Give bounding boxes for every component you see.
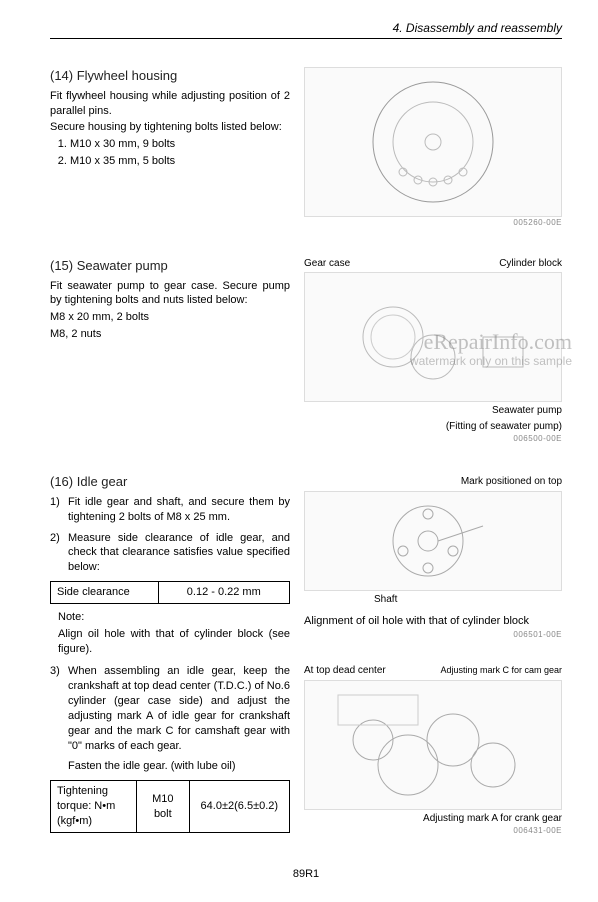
label-mark-c: Adjusting mark C for cam gear [440,664,562,678]
sec16-figure-top: Mark positioned on top Shaft Alignment o… [304,473,562,658]
note-head: Note: [58,610,290,625]
flywheel-housing-figure [304,67,562,217]
sec15-top-labels: Gear case Cylinder block [304,257,562,271]
sec15-fig-caption: (Fitting of seawater pump) [304,420,562,434]
sec16-fig-top-id: 006501-00E [304,630,562,641]
sec16-figure-bottom: At top dead center Adjusting mark C for … [304,664,562,838]
page-number: 89R1 [50,867,562,882]
header-rule [50,38,562,39]
sec16-bot-labels: At top dead center Adjusting mark C for … [304,664,562,678]
seawater-pump-figure [304,272,562,402]
sec14-bolt-2: M10 x 35 mm, 5 bolts [70,154,290,169]
sec15-l1: M8 x 20 mm, 2 bolts [50,310,290,325]
sec16-step-1: 1) Fit idle gear and shaft, and secure t… [50,495,290,525]
flywheel-diagram-icon [358,72,508,212]
step-num-1: 1) [50,495,68,525]
clearance-label-cell: Side clearance [51,582,159,604]
sec16-fig-bot-id: 006431-00E [304,826,562,837]
sec14-figure-col: 005260-00E [304,67,562,229]
torque-label-cell: Tightening torque: N•m (kgf•m) [51,781,137,833]
step-text-1: Fit idle gear and shaft, and secure them… [68,495,290,525]
gear-train-figure [304,680,562,810]
label-mark-a: Adjusting mark A for crank gear [304,812,562,826]
step-num-2: 2) [50,531,68,576]
label-shaft: Shaft [304,593,562,607]
section-14-text: (14) Flywheel housing Fit flywheel housi… [50,67,290,229]
sec16-heading: (16) Idle gear [50,473,290,491]
side-clearance-table: Side clearance 0.12 - 0.22 mm [50,581,290,604]
label-mark-top: Mark positioned on top [304,475,562,489]
sec15-fig-id: 006500-00E [304,434,562,445]
sec14-fig-id: 005260-00E [304,218,562,229]
sec15-heading: (15) Seawater pump [50,257,290,275]
torque-bolt-cell: M10 bolt [137,781,190,833]
label-cylinder-block: Cylinder block [499,257,562,271]
sec16-step-3: 3) When assembling an idle gear, keep th… [50,664,290,753]
sec15-figure-col: Gear case Cylinder block Seawater pump (… [304,257,562,445]
oil-hole-alignment-figure [304,491,562,591]
label-seawater-pump: Seawater pump [304,404,562,418]
torque-table: Tightening torque: N•m (kgf•m) M10 bolt … [50,780,290,833]
sec14-bolt-1: M10 x 30 mm, 9 bolts [70,137,290,152]
chapter-label: 4. Disassembly and reassembly [393,21,562,35]
torque-value-cell: 64.0±2(6.5±0.2) [189,781,289,833]
section-15: (15) Seawater pump Fit seawater pump to … [50,257,562,445]
sec16-step-2: 2) Measure side clearance of idle gear, … [50,531,290,576]
label-gear-case: Gear case [304,257,350,271]
table-row: Tightening torque: N•m (kgf•m) M10 bolt … [51,781,290,833]
section-16-top: (16) Idle gear 1) Fit idle gear and shaf… [50,473,562,658]
sec15-p1: Fit seawater pump to gear case. Secure p… [50,279,290,309]
sec16-step-list-2: 3) When assembling an idle gear, keep th… [50,664,290,753]
step-text-3: When assembling an idle gear, keep the c… [68,664,290,753]
sec14-bolt-list: M10 x 30 mm, 9 bolts M10 x 35 mm, 5 bolt… [50,137,290,169]
table-row: Side clearance 0.12 - 0.22 mm [51,582,290,604]
section-15-text: (15) Seawater pump Fit seawater pump to … [50,257,290,445]
section-16-bottom: 3) When assembling an idle gear, keep th… [50,664,562,838]
section-14: (14) Flywheel housing Fit flywheel housi… [50,67,562,229]
step-3b: Fasten the idle gear. (with lube oil) [68,759,290,774]
gear-train-diagram-icon [328,685,538,805]
seawater-pump-diagram-icon [333,277,533,397]
shaft-diagram-icon [373,496,493,586]
note-body: Align oil hole with that of cylinder blo… [58,627,290,657]
sec16-step-list: 1) Fit idle gear and shaft, and secure t… [50,495,290,575]
clearance-value-cell: 0.12 - 0.22 mm [158,582,289,604]
oil-hole-caption: Alignment of oil hole with that of cylin… [304,614,562,629]
sec14-p1: Fit flywheel housing while adjusting pos… [50,89,290,119]
chapter-header: 4. Disassembly and reassembly [50,20,562,43]
sec16-note: Note: Align oil hole with that of cylind… [58,610,290,657]
section-16-text-2: 3) When assembling an idle gear, keep th… [50,664,290,838]
step-text-2: Measure side clearance of idle gear, and… [68,531,290,576]
sec14-p2: Secure housing by tightening bolts liste… [50,120,290,135]
section-16-text: (16) Idle gear 1) Fit idle gear and shaf… [50,473,290,658]
sec14-heading: (14) Flywheel housing [50,67,290,85]
sec15-l2: M8, 2 nuts [50,327,290,342]
label-tdc: At top dead center [304,664,386,678]
step-num-3: 3) [50,664,68,753]
